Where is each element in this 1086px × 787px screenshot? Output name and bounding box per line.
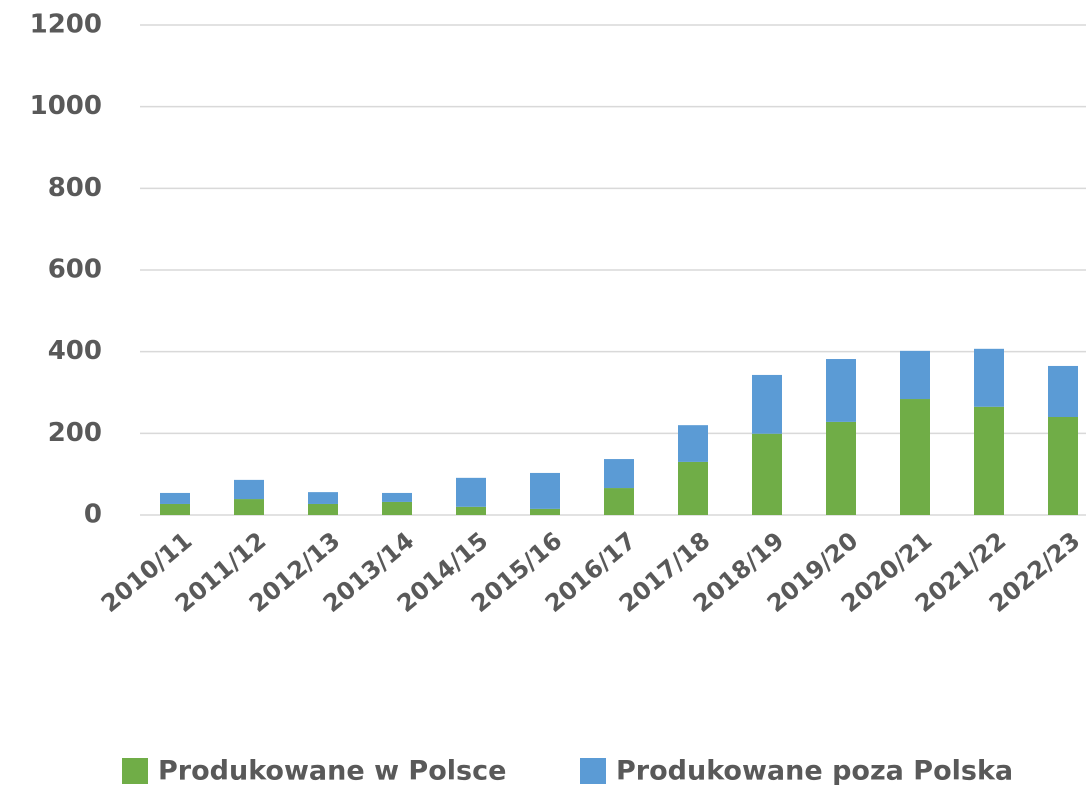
bar-segment <box>974 406 1004 515</box>
bar-segment <box>678 461 708 515</box>
bar-segment <box>974 348 1004 407</box>
legend-swatch <box>580 758 606 784</box>
bar-segment <box>1048 365 1078 417</box>
bar-segment <box>604 488 634 515</box>
bar-segment <box>234 479 264 500</box>
bar-segment <box>234 499 264 515</box>
bar-segment <box>900 350 930 400</box>
bar-segment <box>456 506 486 515</box>
bar-segment <box>678 425 708 462</box>
y-tick-label: 1200 <box>30 10 102 40</box>
bar-segment <box>160 503 190 515</box>
bar-segment <box>530 472 560 509</box>
bar-segment <box>752 374 782 434</box>
legend-label: Produkowane w Polsce <box>158 756 506 787</box>
bar-segment <box>456 477 486 507</box>
y-tick-label: 1000 <box>30 91 102 121</box>
legend-label: Produkowane poza Polska <box>616 756 1013 787</box>
legend-swatch <box>122 758 148 784</box>
y-tick-label: 600 <box>48 255 102 285</box>
y-tick-label: 200 <box>48 418 102 448</box>
bar-segment <box>382 501 412 515</box>
bar-segment <box>382 492 412 502</box>
bar-segment <box>1048 417 1078 515</box>
y-tick-label: 800 <box>48 173 102 203</box>
bar-segment <box>752 433 782 515</box>
bar-segment <box>160 492 190 504</box>
bar-segment <box>826 359 856 422</box>
y-tick-label: 400 <box>48 336 102 366</box>
bar-segment <box>530 508 560 515</box>
bar-segment <box>826 421 856 515</box>
bar-segment <box>900 399 930 515</box>
y-tick-label: 0 <box>84 500 102 530</box>
bar-segment <box>308 492 338 504</box>
bar-segment <box>604 459 634 489</box>
bar-segment <box>308 503 338 515</box>
